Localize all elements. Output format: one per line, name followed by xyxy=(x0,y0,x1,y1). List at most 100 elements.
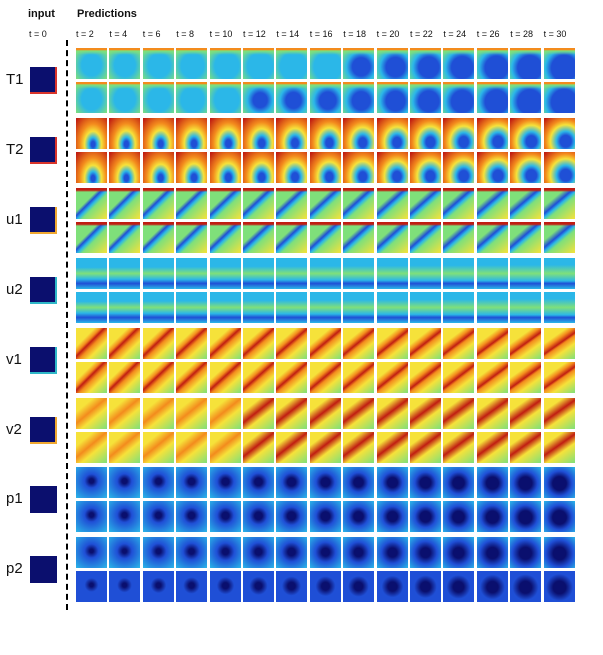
prediction-tile xyxy=(209,467,241,498)
prediction-tile xyxy=(543,362,575,393)
prediction-tile xyxy=(209,398,241,429)
prediction-tile xyxy=(109,82,141,113)
prediction-tile xyxy=(209,118,241,149)
prediction-tile xyxy=(309,537,341,568)
prediction-tile xyxy=(543,222,575,253)
prediction-tile xyxy=(443,432,475,463)
input-field-thumbnail xyxy=(30,485,57,513)
prediction-tile xyxy=(109,571,141,602)
prediction-tile xyxy=(209,292,241,323)
input-field-thumbnail xyxy=(30,206,57,234)
prediction-tile xyxy=(243,398,274,429)
prediction-tile xyxy=(109,152,141,183)
prediction-tile xyxy=(276,362,308,393)
prediction-tile xyxy=(476,398,508,429)
prediction-tile xyxy=(276,258,308,289)
prediction-tile xyxy=(343,571,375,602)
prediction-tile xyxy=(510,328,542,359)
prediction-tile xyxy=(176,48,208,79)
prediction-tile xyxy=(243,537,274,568)
prediction-tile xyxy=(343,118,375,149)
prediction-tile xyxy=(510,571,542,602)
prediction-tile xyxy=(76,328,107,359)
prediction-tile xyxy=(142,398,174,429)
prediction-tile xyxy=(243,222,274,253)
prediction-tile xyxy=(209,537,241,568)
prediction-tile xyxy=(243,328,274,359)
prediction-tile xyxy=(142,258,174,289)
time-label: t = 18 xyxy=(343,29,366,39)
prediction-tile xyxy=(309,501,341,532)
prediction-tile xyxy=(142,571,174,602)
prediction-tile xyxy=(142,292,174,323)
prediction-tile xyxy=(343,258,375,289)
input-field-thumbnail xyxy=(30,66,57,94)
prediction-tile xyxy=(109,501,141,532)
prediction-tile xyxy=(109,118,141,149)
prediction-tile xyxy=(376,118,408,149)
prediction-tile xyxy=(443,571,475,602)
prediction-tile xyxy=(376,188,408,219)
prediction-tile xyxy=(109,328,141,359)
prediction-tile xyxy=(343,537,375,568)
prediction-tile xyxy=(376,571,408,602)
prediction-tile xyxy=(76,432,107,463)
input-field-thumbnail xyxy=(30,555,57,583)
prediction-tile xyxy=(343,222,375,253)
prediction-tile xyxy=(76,188,107,219)
prediction-tile xyxy=(176,362,208,393)
prediction-tile xyxy=(243,188,274,219)
prediction-tile xyxy=(176,432,208,463)
prediction-tile xyxy=(443,222,475,253)
prediction-tile xyxy=(76,467,107,498)
prediction-tile xyxy=(543,118,575,149)
prediction-tile xyxy=(443,48,475,79)
prediction-tile xyxy=(309,571,341,602)
variable-label: p1 xyxy=(6,489,23,507)
prediction-tile xyxy=(543,467,575,498)
prediction-tile xyxy=(243,467,274,498)
prediction-tile xyxy=(176,258,208,289)
prediction-tile xyxy=(443,292,475,323)
prediction-tile xyxy=(376,222,408,253)
prediction-tile xyxy=(376,537,408,568)
prediction-tile xyxy=(343,82,375,113)
prediction-tile xyxy=(142,48,174,79)
time-label: t = 16 xyxy=(309,29,333,39)
time-label: t = 14 xyxy=(276,29,300,39)
prediction-tile xyxy=(476,362,508,393)
prediction-tile xyxy=(510,398,542,429)
prediction-tile xyxy=(410,571,441,602)
prediction-tile xyxy=(276,398,308,429)
prediction-tile xyxy=(410,152,441,183)
prediction-tile xyxy=(109,362,141,393)
time-label: t = 8 xyxy=(176,29,194,39)
prediction-tile xyxy=(109,258,141,289)
prediction-tile xyxy=(510,82,542,113)
prediction-tile xyxy=(376,467,408,498)
t0-label: t = 0 xyxy=(29,29,47,39)
prediction-tile xyxy=(476,571,508,602)
prediction-tile xyxy=(476,328,508,359)
prediction-tile xyxy=(309,82,341,113)
prediction-tile xyxy=(209,48,241,79)
prediction-tile xyxy=(510,432,542,463)
prediction-tile xyxy=(76,152,107,183)
prediction-tile xyxy=(176,328,208,359)
prediction-tile xyxy=(476,432,508,463)
prediction-tile xyxy=(343,432,375,463)
prediction-tile xyxy=(376,82,408,113)
prediction-tile xyxy=(410,118,441,149)
prediction-tile xyxy=(376,398,408,429)
prediction-tile xyxy=(376,258,408,289)
prediction-tile xyxy=(142,82,174,113)
prediction-tile xyxy=(76,362,107,393)
prediction-tile xyxy=(376,432,408,463)
prediction-tile xyxy=(410,188,441,219)
prediction-tile xyxy=(510,537,542,568)
prediction-tile xyxy=(443,82,475,113)
prediction-tile xyxy=(376,328,408,359)
prediction-tile xyxy=(309,258,341,289)
prediction-tile xyxy=(443,188,475,219)
time-label: t = 6 xyxy=(142,29,161,39)
